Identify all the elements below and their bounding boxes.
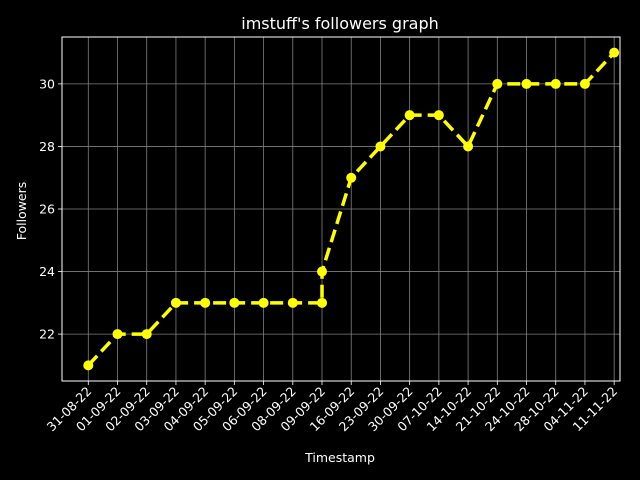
y-tick-label: 30 — [39, 76, 55, 91]
data-point — [404, 110, 415, 121]
y-tick-label: 24 — [39, 264, 55, 279]
data-point — [112, 329, 123, 340]
data-point — [463, 141, 474, 152]
data-point — [550, 78, 561, 89]
data-point — [229, 297, 240, 308]
data-point — [287, 297, 298, 308]
data-point — [346, 172, 357, 183]
x-axis-label: Timestamp — [304, 450, 375, 465]
data-point — [492, 78, 503, 89]
y-axis-label: Followers — [14, 182, 29, 241]
data-point — [521, 78, 532, 89]
data-point — [200, 297, 211, 308]
chart-title: imstuff's followers graph — [241, 14, 439, 33]
data-point — [258, 297, 269, 308]
data-point — [609, 47, 620, 58]
data-point — [170, 297, 181, 308]
y-axis: 22 24 26 28 30 — [39, 76, 62, 342]
data-point — [317, 266, 328, 277]
y-tick-label: 22 — [39, 327, 55, 342]
y-tick-label: 28 — [39, 139, 55, 154]
data-point — [433, 110, 444, 121]
data-point — [375, 141, 386, 152]
y-tick-label: 26 — [39, 202, 55, 217]
series-followers — [83, 47, 620, 371]
grid — [62, 37, 620, 381]
data-point — [579, 78, 590, 89]
data-point — [141, 329, 152, 340]
data-point — [83, 360, 94, 371]
data-point — [317, 297, 328, 308]
